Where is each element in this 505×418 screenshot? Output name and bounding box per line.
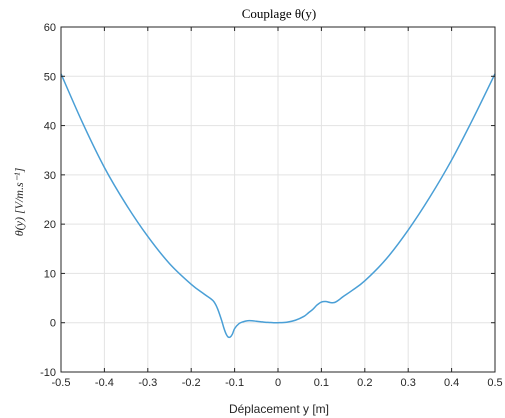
series-line (60, 73, 496, 339)
x-tick-label: 0.3 (401, 377, 416, 389)
y-tick-label: -10 (40, 367, 56, 379)
x-tick-label: -0.1 (225, 377, 244, 389)
y-tick-label: 30 (44, 170, 56, 182)
y-tick-label: 40 (44, 121, 56, 133)
x-tick-label: -0.3 (138, 377, 157, 389)
y-tick-label: 0 (50, 318, 56, 330)
x-tick-label: -0.4 (95, 377, 114, 389)
y-axis-label: θ(y) [V/m.s⁻¹] (12, 167, 26, 236)
x-tick-label: 0 (275, 377, 281, 389)
x-tick-label: 0.4 (444, 377, 459, 389)
chart-title: Couplage θ(y) (242, 6, 316, 21)
x-axis-label: Déplacement y [m] (229, 402, 329, 416)
y-tick-label: 10 (44, 268, 56, 280)
x-tick-label: 0.1 (314, 377, 329, 389)
y-tick-label: 20 (44, 219, 56, 231)
x-tick-label: 0.5 (487, 377, 502, 389)
x-tick-label: -0.2 (182, 377, 201, 389)
x-tick-label: 0.2 (357, 377, 372, 389)
x-tick-label: -0.5 (52, 377, 71, 389)
y-tick-label: 50 (44, 71, 56, 83)
y-tick-label: 60 (44, 22, 56, 34)
